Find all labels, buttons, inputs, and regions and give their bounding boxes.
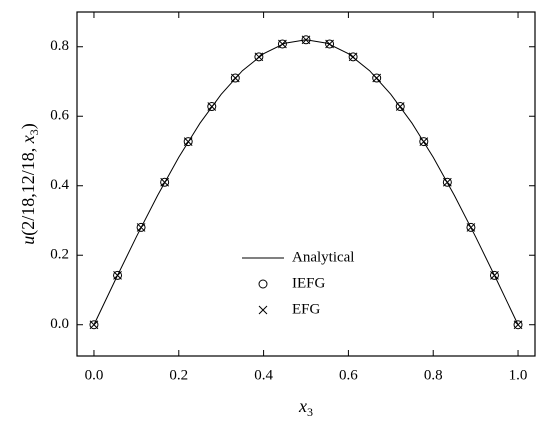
marker-circle: [325, 39, 335, 49]
y-tick-label: 0.4: [50, 177, 69, 193]
marker-circle: [136, 222, 146, 232]
y-tick-label: 0.8: [50, 38, 69, 54]
marker-circle: [466, 222, 476, 232]
x-tick-label: 0.0: [85, 367, 104, 383]
marker-circle: [489, 270, 499, 280]
x-tick-label: 0.8: [424, 367, 443, 383]
marker-x: [254, 52, 264, 62]
y-label-part: x: [18, 135, 38, 144]
x-axis-label: x3: [298, 396, 313, 419]
marker-x: [113, 271, 122, 280]
marker-circle: [372, 73, 382, 83]
x-label-sub: 3: [307, 405, 313, 419]
y-tick-label: 0.2: [50, 247, 69, 263]
marker-circle: [277, 39, 287, 49]
x-tick-label: 0.2: [169, 367, 188, 383]
marker-circle: [89, 320, 99, 330]
marker-x: [183, 137, 193, 146]
y-label-sub: 3: [27, 129, 41, 135]
y-label-part: ): [18, 123, 39, 129]
marker-circle: [301, 35, 311, 45]
marker-circle: [183, 137, 193, 147]
marker-circle: [113, 270, 123, 280]
x-tick-label: 0.6: [339, 367, 358, 383]
marker-circle: [419, 137, 429, 147]
marker-circle: [348, 52, 358, 62]
x-tick-label: 1.0: [509, 367, 528, 383]
y-label-part: u: [18, 236, 38, 245]
x-tick-label: 0.4: [254, 367, 273, 383]
marker-circle: [207, 102, 217, 112]
marker-x: [301, 35, 311, 45]
y-tick-label: 0.6: [50, 108, 69, 124]
marker-circle: [442, 177, 452, 187]
x-label-var: x: [298, 396, 307, 416]
marker-circle: [230, 73, 240, 83]
marker-x: [89, 320, 99, 330]
marker-x: [230, 73, 240, 83]
legend-label: Analytical: [292, 249, 354, 265]
plot-frame: [76, 11, 536, 357]
marker-x: [466, 223, 476, 232]
marker-x: [372, 73, 382, 83]
y-tick-label: 0.0: [50, 316, 69, 332]
marker-x: [513, 320, 523, 330]
marker-x: [419, 137, 429, 146]
marker-circle: [395, 102, 405, 112]
marker-x: [136, 223, 146, 232]
marker-circle: [513, 320, 523, 330]
marker-x: [160, 177, 170, 187]
marker-x: [325, 39, 334, 49]
marker-x: [207, 102, 217, 111]
legend-marker: [258, 305, 268, 315]
marker-circle: [160, 177, 170, 187]
legend-label: EFG: [292, 301, 321, 317]
marker-circle: [254, 52, 264, 62]
legend-label: IEFG: [292, 275, 326, 291]
y-label-part: (2/18,12/18,: [18, 143, 39, 236]
marker-x: [395, 102, 405, 111]
y-axis-label: u(2/18,12/18, x3): [18, 123, 41, 245]
marker-x: [442, 177, 452, 187]
marker-x: [490, 271, 499, 280]
marker-x: [278, 39, 287, 49]
legend-marker: [258, 279, 268, 289]
marker-x: [348, 52, 358, 62]
